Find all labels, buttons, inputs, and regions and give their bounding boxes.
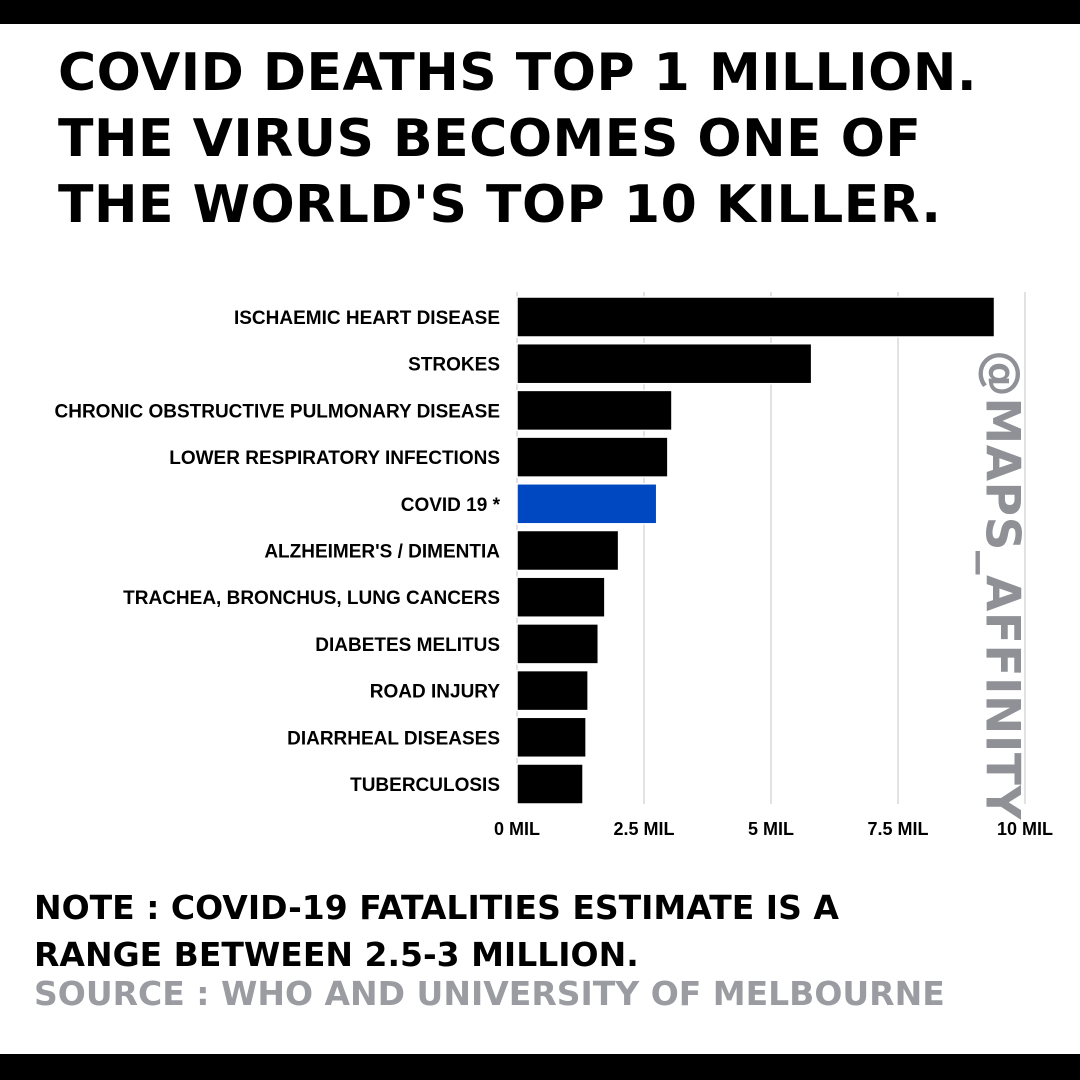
bar-5 <box>516 529 620 572</box>
footnote-line-2: RANGE BETWEEN 2.5-3 MILLION. <box>34 935 639 974</box>
top-border-band <box>0 0 1080 24</box>
category-label: STROKES <box>408 355 500 376</box>
x-tick-label: 5 MIL <box>748 819 794 839</box>
x-tick-label: 0 MIL <box>494 819 540 839</box>
title-line-2: THE VIRUS BECOMES ONE OF <box>58 109 922 169</box>
bar-chart: ISCHAEMIC HEART DISEASE STROKES CHRONIC OB… <box>55 292 1053 839</box>
category-label: ISCHAEMIC HEART DISEASE <box>234 308 500 329</box>
category-label: DIABETES MELITUS <box>315 635 500 656</box>
x-tick-label: 7.5 MIL <box>867 819 928 839</box>
footnote: NOTE : COVID-19 FATALITIES ESTIMATE IS A… <box>34 884 1054 978</box>
category-labels: ISCHAEMIC HEART DISEASE STROKES CHRONIC OB… <box>55 308 501 796</box>
title-line-1: COVID DEATHS TOP 1 MILLION. <box>58 43 978 103</box>
x-tick-label: 10 MIL <box>997 819 1053 839</box>
bar-7 <box>516 623 600 665</box>
category-label: TUBERCULOSIS <box>350 775 500 796</box>
title-line-3: THE WORLD'S TOP 10 KILLER. <box>58 175 942 235</box>
category-label: DIARRHEAL DISEASES <box>287 728 500 749</box>
bar-0 <box>516 296 996 338</box>
bar-9 <box>516 716 587 759</box>
category-label: COVID 19 * <box>401 495 501 516</box>
category-label: TRACHEA, BRONCHUS, LUNG CANCERS <box>123 588 500 609</box>
category-label: ALZHEIMER'S / DIMENTIA <box>264 542 500 563</box>
category-label: CHRONIC OBSTRUCTIVE PULMONARY DISEASE <box>55 401 500 422</box>
bar-6 <box>516 576 606 618</box>
bar-4 <box>516 483 658 525</box>
bar-8 <box>516 669 589 712</box>
bottom-border-band <box>0 1054 1080 1080</box>
footnote-line-1: NOTE : COVID-19 FATALITIES ESTIMATE IS A <box>34 888 839 927</box>
x-tick-labels: 0 MIL 2.5 MIL 5 MIL 7.5 MIL 10 MIL <box>494 819 1053 839</box>
category-label: LOWER RESPIRATORY INFECTIONS <box>169 448 500 469</box>
source-credit: SOURCE : WHO AND UNIVERSITY OF MELBOURNE <box>34 974 945 1013</box>
bar-10 <box>516 763 584 805</box>
bars <box>516 296 996 805</box>
category-label: ROAD INJURY <box>370 682 501 703</box>
page-title: COVID DEATHS TOP 1 MILLION. THE VIRUS BE… <box>58 40 1058 238</box>
bar-1 <box>516 342 813 385</box>
x-tick-label: 2.5 MIL <box>613 819 674 839</box>
watermark-handle: @MAPS_AFFINITY <box>974 350 1030 820</box>
bar-3 <box>516 436 669 478</box>
bar-2 <box>516 389 673 432</box>
